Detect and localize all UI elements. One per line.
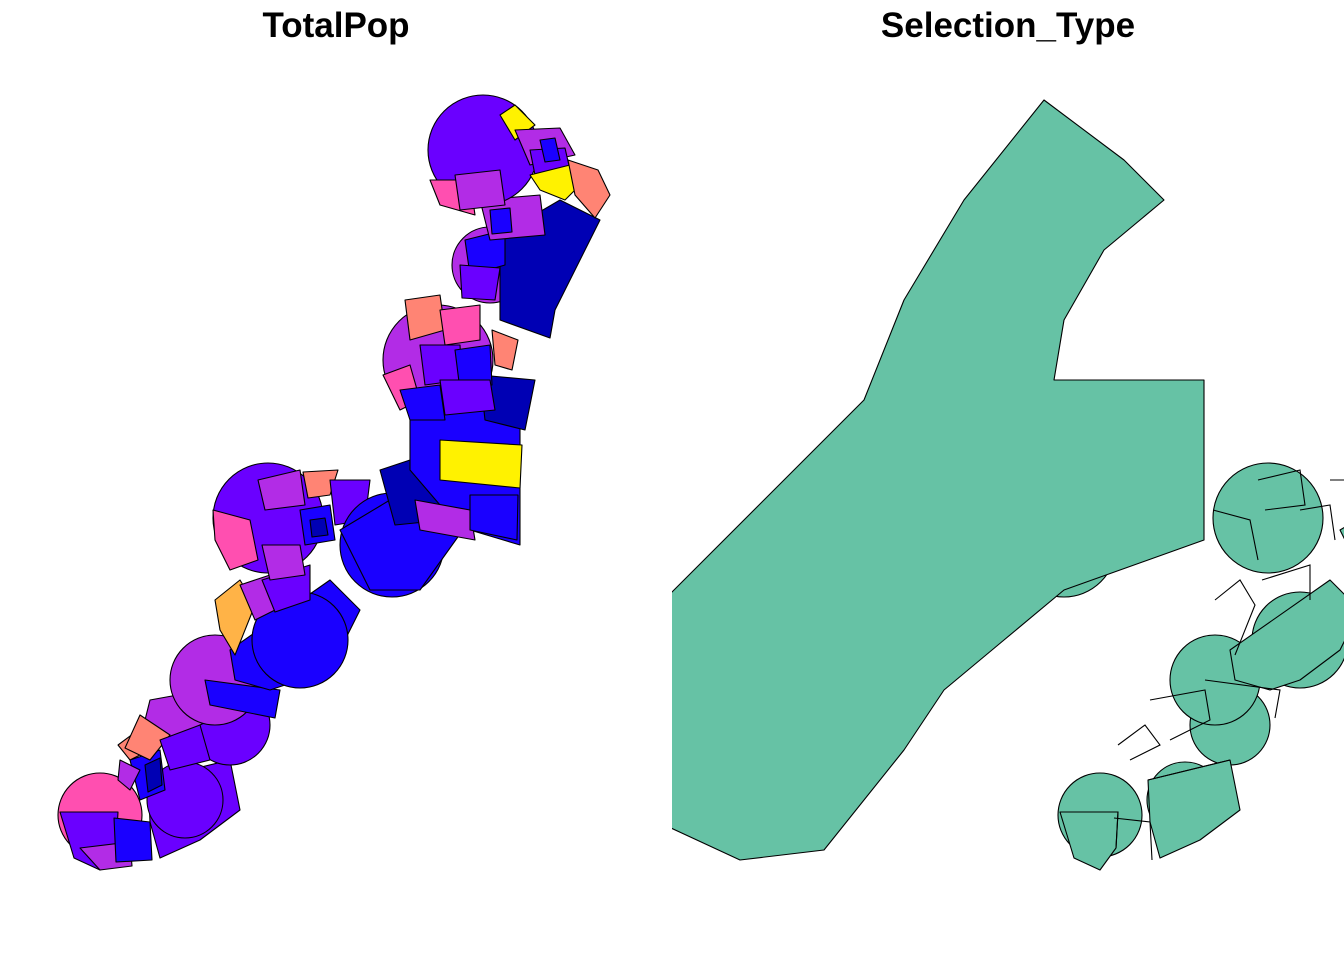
region bbox=[469, 494, 519, 541]
totalpop-regions bbox=[57, 94, 611, 871]
boundary bbox=[1299, 504, 1336, 541]
region bbox=[204, 679, 281, 719]
region bbox=[302, 469, 339, 499]
region bbox=[159, 724, 211, 771]
selection-type-boundaries bbox=[1060, 469, 1344, 861]
region bbox=[1339, 526, 1344, 540]
region bbox=[212, 509, 259, 571]
region bbox=[124, 714, 171, 761]
region bbox=[439, 379, 496, 416]
boundary bbox=[1261, 564, 1311, 600]
region bbox=[454, 344, 493, 391]
region bbox=[567, 159, 611, 219]
region bbox=[257, 469, 306, 511]
region bbox=[309, 517, 329, 538]
region bbox=[454, 169, 506, 211]
boundary bbox=[1214, 579, 1256, 656]
boundary bbox=[1117, 724, 1161, 761]
selection-type-regions bbox=[672, 99, 1344, 871]
region bbox=[214, 579, 256, 656]
region bbox=[489, 207, 513, 235]
region bbox=[439, 304, 481, 346]
selection-type-map bbox=[672, 99, 1344, 871]
boundary bbox=[1257, 469, 1306, 511]
boundary bbox=[1149, 689, 1211, 741]
region bbox=[1059, 811, 1119, 871]
region bbox=[261, 544, 306, 581]
region bbox=[117, 759, 141, 791]
region bbox=[1212, 462, 1324, 574]
region bbox=[399, 384, 446, 421]
panel-title-selection-type: Selection_Type bbox=[880, 6, 1136, 45]
region bbox=[672, 99, 1205, 861]
boundary bbox=[1330, 479, 1344, 481]
region bbox=[439, 439, 523, 489]
region bbox=[459, 264, 501, 301]
region bbox=[144, 757, 163, 793]
region bbox=[539, 137, 561, 163]
panel-totalpop: TotalPop bbox=[57, 6, 611, 871]
boundary bbox=[1113, 817, 1153, 861]
region bbox=[1229, 579, 1344, 691]
panel-selection-type: Selection_Type bbox=[672, 0, 1344, 960]
panel-title-totalpop: TotalPop bbox=[262, 6, 410, 45]
region bbox=[491, 329, 519, 371]
region bbox=[113, 817, 153, 863]
boundary bbox=[1060, 811, 1119, 849]
region bbox=[414, 499, 476, 541]
totalpop-map bbox=[57, 94, 611, 871]
boundary bbox=[1147, 759, 1231, 781]
boundary bbox=[1204, 679, 1281, 719]
boundary bbox=[1212, 509, 1259, 561]
